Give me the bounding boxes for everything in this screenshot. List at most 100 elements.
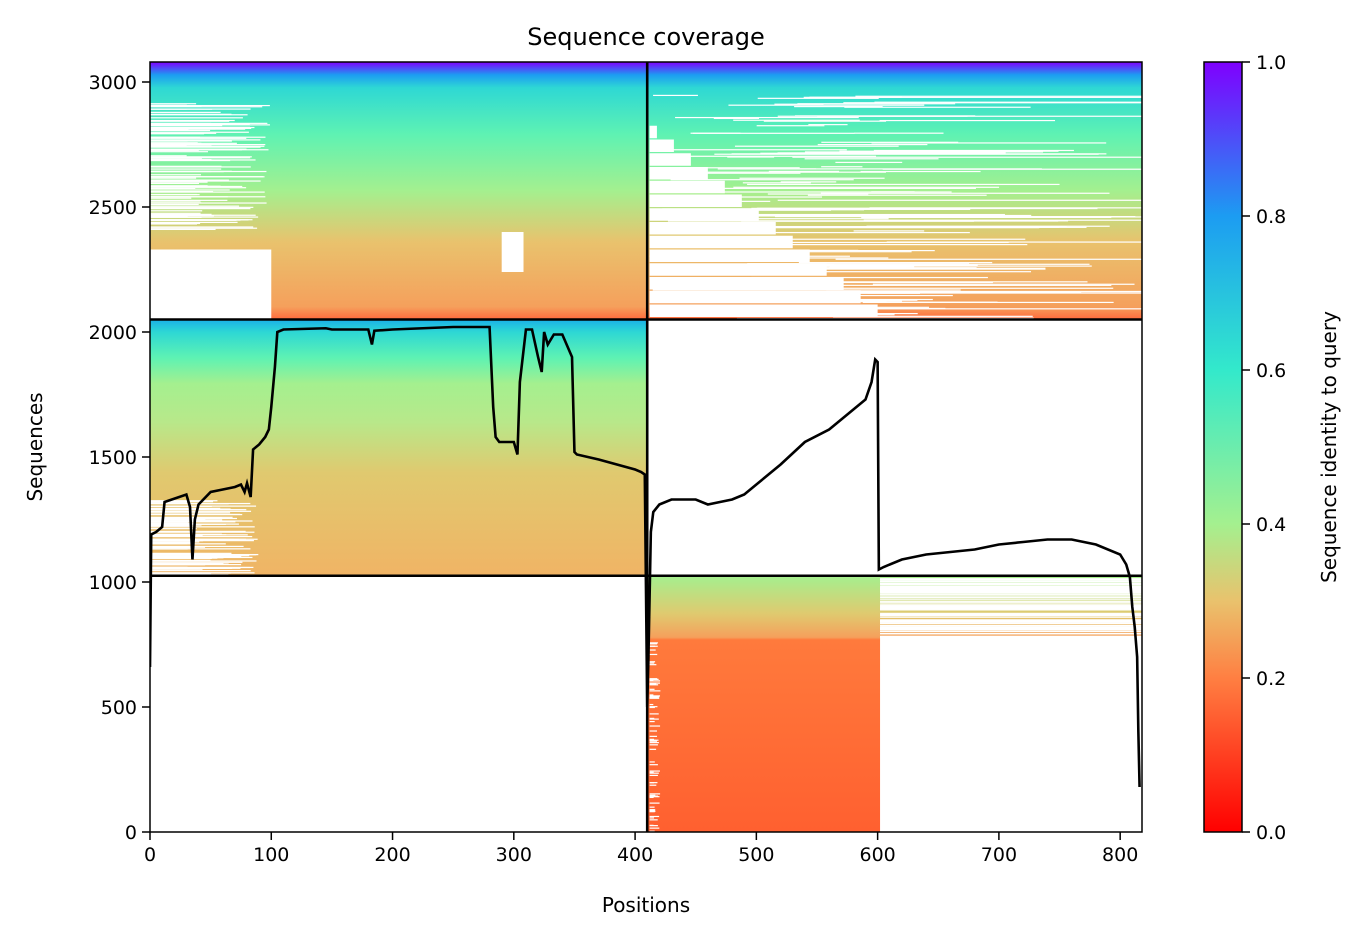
gap-region (150, 249, 272, 320)
gap-streak (649, 661, 656, 663)
gap-streak (649, 718, 659, 720)
x-tick-label: 600 (859, 844, 895, 866)
gap-streak (880, 591, 1142, 593)
gap-streak (150, 540, 254, 542)
y-tick-label: 2000 (89, 322, 137, 344)
gap-streak (833, 317, 1034, 319)
gap-streak (150, 129, 189, 131)
gap-streak (821, 141, 959, 143)
gap-streak (649, 255, 850, 257)
gap-streak (741, 287, 1114, 289)
gap-streak (649, 739, 659, 741)
gap-streak (150, 521, 236, 523)
gap-streak (880, 632, 1142, 635)
gap-streak (150, 535, 253, 538)
gap-streak (649, 690, 661, 692)
gap-streak (150, 510, 252, 512)
gap-streak (798, 249, 859, 251)
gap-streak (880, 627, 1142, 629)
gap-streak (649, 645, 658, 647)
gap-streak (880, 582, 1142, 584)
gap-streak (880, 619, 1142, 621)
gap-streak (880, 597, 1142, 599)
gap-streak (867, 292, 1142, 294)
gap-streak (150, 500, 218, 502)
gap-streak (150, 104, 270, 107)
gap-streak (682, 172, 801, 174)
gap-streak (150, 501, 214, 503)
gap-streak (690, 167, 800, 169)
gap-streak (880, 625, 1142, 627)
gap-streak (649, 684, 659, 686)
gap-streak (150, 522, 188, 524)
x-tick-label: 700 (981, 844, 1017, 866)
gap-streak (649, 703, 654, 706)
gap-streak (880, 626, 1142, 629)
gap-streak (150, 518, 203, 520)
gap-streak (656, 251, 912, 253)
gap-streak (150, 210, 203, 212)
gap-streak (886, 241, 1142, 243)
gap-streak (649, 642, 659, 644)
gap-streak (649, 662, 655, 664)
gap-streak (150, 103, 197, 105)
gap-streak (150, 176, 265, 178)
gap-streak (880, 612, 1142, 614)
gap-streak (756, 125, 825, 127)
gap-streak (880, 606, 1142, 609)
gap-streak (735, 257, 889, 259)
gap-streak (880, 588, 1142, 590)
gap-streak (649, 809, 656, 811)
gap-streak (829, 266, 915, 268)
gap-streak (859, 215, 935, 218)
gap-streak (150, 206, 254, 208)
gap-streak (150, 507, 221, 509)
gap-streak (150, 200, 201, 202)
colorbar-label: Sequence identity to query (1317, 311, 1341, 583)
gap-streak (150, 502, 187, 504)
gap-streak (707, 263, 1090, 265)
gap-streak (729, 196, 823, 198)
gap-streak (150, 117, 243, 119)
gap-streak (855, 95, 1142, 97)
gap-streak (747, 183, 1060, 186)
gap-streak (150, 534, 227, 536)
gap-streak (150, 524, 202, 526)
gap-streak (767, 193, 869, 195)
gap-streak (150, 139, 261, 141)
gap-streak (649, 682, 660, 684)
gap-streak (150, 526, 255, 528)
gap-streak (689, 300, 902, 302)
gap-streak (649, 774, 658, 777)
gap-streak (668, 171, 886, 173)
gap-streak (794, 106, 883, 108)
gap-streak (150, 556, 253, 559)
gap-streak (150, 124, 223, 127)
gap-streak (150, 124, 270, 126)
gap-streak (765, 294, 953, 297)
gap-streak (880, 580, 1142, 583)
gap-streak (880, 605, 1142, 607)
gap-streak (649, 717, 655, 719)
gap-streak (872, 283, 1135, 285)
gap-streak (150, 538, 247, 540)
gap-streak (649, 735, 658, 737)
gap-streak (150, 542, 192, 544)
gap-streak (150, 215, 188, 218)
gap-streak (826, 290, 1142, 293)
gap-streak (150, 142, 198, 144)
gap-streak (656, 245, 715, 247)
gap-streak (150, 535, 200, 537)
gap-streak (150, 137, 247, 139)
gap-streak (150, 151, 208, 153)
gap-streak (879, 119, 1056, 122)
gap-streak (150, 543, 188, 545)
gap-streak (835, 258, 1142, 260)
gap-streak (649, 817, 655, 819)
gap-streak (809, 96, 902, 98)
gap-streak (150, 114, 248, 116)
gap-streak (649, 706, 655, 709)
gap-streak (728, 314, 895, 316)
x-tick-label: 0 (144, 844, 156, 866)
